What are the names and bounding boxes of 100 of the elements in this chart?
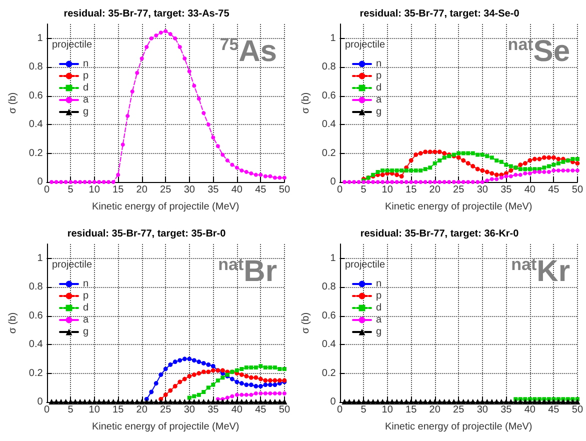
legend-label: g	[83, 326, 89, 338]
legend-label: p	[83, 290, 89, 302]
y-tick-label: 0.6	[28, 90, 44, 102]
x-tick-label: 25	[160, 184, 172, 196]
legend-label: p	[83, 70, 89, 82]
x-tick-label: 25	[160, 404, 172, 416]
y-axis-title: σ (b)	[300, 92, 312, 114]
x-tick-label: 40	[524, 184, 536, 196]
x-tick-label: 0	[337, 184, 344, 196]
x-tick-label: 30	[476, 404, 488, 416]
x-tick-label: 50	[278, 404, 290, 416]
legend-label: g	[376, 326, 382, 338]
legend-label: n	[83, 278, 89, 290]
legend-label: d	[376, 302, 382, 314]
x-tick-label: 5	[360, 184, 367, 196]
x-tick-label: 20	[136, 184, 148, 196]
y-axis-title: σ (b)	[8, 312, 18, 334]
y-tick-label: 0.8	[28, 62, 44, 73]
x-tick-label: 45	[255, 404, 267, 416]
y-tick-label: 0.6	[322, 310, 336, 322]
x-tick-label: 10	[382, 184, 394, 196]
x-tick-label: 20	[429, 184, 441, 196]
x-tick-label: 40	[231, 404, 243, 416]
x-tick-label: 40	[231, 184, 243, 196]
y-tick-label: 0.8	[28, 282, 44, 293]
x-tick-label: 35	[208, 404, 220, 416]
legend-label: n	[376, 58, 382, 70]
x-tick-label: 20	[136, 404, 148, 416]
y-axis-title: σ (b)	[300, 312, 312, 334]
x-tick-label: 15	[406, 184, 418, 196]
x-tick-label: 0	[337, 404, 344, 416]
y-tick-label: 0	[330, 396, 336, 408]
y-tick-label: 1	[330, 32, 336, 44]
legend-title: projectile	[345, 260, 386, 270]
legend-label: p	[376, 290, 382, 302]
y-tick-label: 0	[37, 396, 44, 408]
y-tick-label: 1	[37, 252, 44, 264]
x-axis-title: Kinetic energy of projectile (MeV)	[92, 422, 240, 432]
legend-label: n	[376, 278, 382, 290]
y-tick-label: 0.2	[28, 148, 44, 159]
y-tick-label: 0.4	[28, 119, 44, 130]
y-tick-label: 0.4	[28, 339, 44, 350]
chart-title: residual: 35-Br-77, target: 34-Se-0	[360, 8, 520, 20]
x-axis-title: Kinetic energy of projectile (MeV)	[384, 422, 532, 432]
x-tick-label: 5	[68, 404, 74, 416]
y-tick-label: 0.2	[322, 368, 336, 379]
x-tick-label: 0	[44, 184, 50, 196]
x-tick-label: 5	[360, 404, 367, 416]
legend-label: a	[376, 314, 382, 326]
y-tick-label: 0.6	[28, 310, 44, 322]
x-tick-label: 10	[382, 404, 394, 416]
x-tick-label: 30	[476, 184, 488, 196]
x-tick-label: 50	[572, 184, 584, 196]
x-tick-label: 15	[406, 404, 418, 416]
legend-label: a	[83, 314, 89, 326]
y-tick-label: 0.4	[322, 339, 336, 350]
x-axis-title: Kinetic energy of projectile (MeV)	[384, 202, 532, 212]
x-tick-label: 45	[255, 184, 267, 196]
legend-label: p	[376, 70, 382, 82]
y-tick-label: 0	[330, 176, 336, 188]
x-tick-label: 50	[278, 184, 290, 196]
x-tick-label: 10	[88, 184, 100, 196]
legend-label: d	[83, 302, 89, 314]
legend-label: g	[376, 106, 382, 118]
y-tick-label: 1	[37, 32, 44, 44]
x-tick-label: 45	[548, 404, 560, 416]
x-tick-label: 15	[112, 184, 124, 196]
x-tick-label: 40	[524, 404, 536, 416]
chart-title: residual: 35-Br-77, target: 33-As-75	[64, 8, 230, 20]
y-tick-label: 0.4	[322, 119, 336, 130]
chart-title: residual: 35-Br-77, target: 35-Br-0	[67, 228, 226, 240]
legend-label: g	[83, 106, 89, 118]
y-tick-label: 0.8	[322, 62, 336, 73]
x-tick-label: 5	[68, 184, 74, 196]
legend-title: projectile	[345, 40, 386, 50]
y-tick-label: 0.8	[322, 282, 336, 293]
x-tick-label: 15	[112, 404, 124, 416]
x-tick-label: 50	[572, 404, 584, 416]
legend-label: a	[376, 94, 382, 106]
y-tick-label: 0	[37, 176, 44, 188]
x-tick-label: 35	[500, 404, 512, 416]
x-tick-label: 35	[208, 184, 220, 196]
x-tick-label: 30	[184, 404, 196, 416]
legend-label: a	[83, 94, 89, 106]
y-axis-title: σ (b)	[8, 92, 18, 114]
x-axis-title: Kinetic energy of projectile (MeV)	[92, 202, 240, 212]
y-tick-label: 1	[330, 252, 336, 264]
x-tick-label: 25	[453, 404, 465, 416]
x-tick-label: 35	[500, 184, 512, 196]
y-tick-label: 0.2	[322, 148, 336, 159]
legend-label: d	[83, 82, 89, 94]
x-tick-label: 20	[429, 404, 441, 416]
legend-label: d	[376, 82, 382, 94]
legend-title: projectile	[52, 40, 92, 50]
legend-title: projectile	[52, 260, 92, 270]
x-tick-label: 0	[44, 404, 50, 416]
y-tick-label: 0.2	[28, 368, 44, 379]
chart-title: residual: 35-Br-77, target: 36-Kr-0	[360, 228, 520, 240]
x-tick-label: 25	[453, 184, 465, 196]
x-tick-label: 30	[184, 184, 196, 196]
